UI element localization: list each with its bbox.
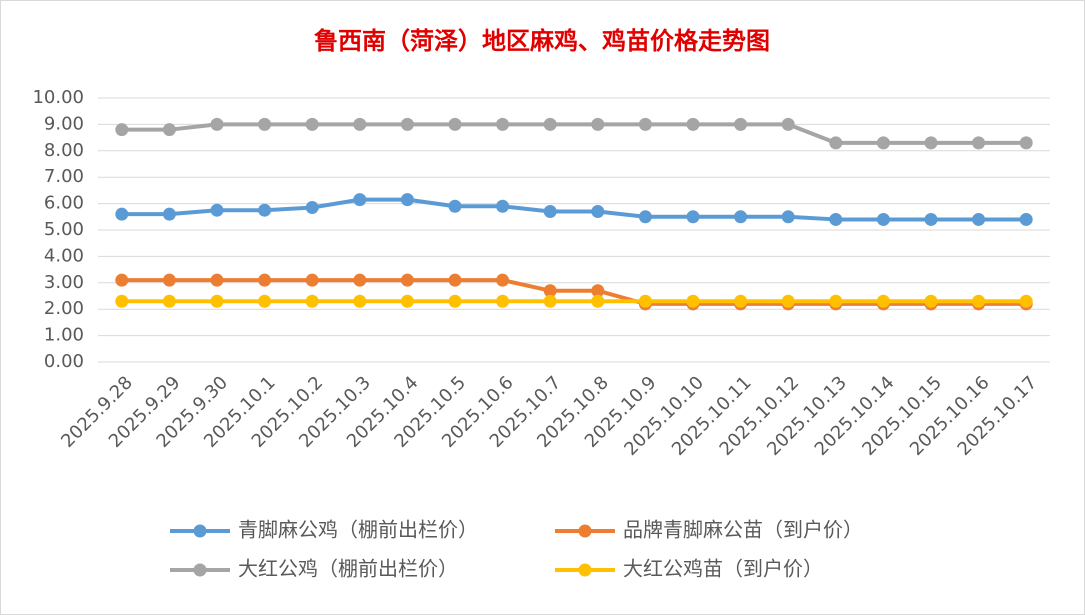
point	[496, 273, 510, 287]
point	[115, 207, 129, 221]
point	[829, 136, 843, 150]
point	[686, 294, 700, 308]
y-tick-label: 3.00	[44, 272, 84, 293]
point	[734, 117, 748, 131]
point	[353, 273, 367, 287]
point	[353, 117, 367, 131]
point	[972, 212, 986, 226]
point	[1019, 212, 1033, 226]
point	[876, 294, 890, 308]
legend-label: 大红公鸡（棚前出栏价）	[238, 557, 458, 581]
point	[162, 207, 176, 221]
point	[686, 117, 700, 131]
point	[734, 210, 748, 224]
point	[353, 193, 367, 207]
point	[591, 284, 605, 298]
point	[448, 199, 462, 213]
point	[305, 273, 319, 287]
point	[924, 294, 938, 308]
y-tick-label: 0.00	[44, 351, 84, 372]
point	[829, 294, 843, 308]
legend-marker	[578, 524, 592, 538]
point	[210, 203, 224, 217]
point	[686, 210, 700, 224]
point	[543, 205, 557, 219]
point	[162, 294, 176, 308]
point	[496, 117, 510, 131]
point	[400, 273, 414, 287]
point	[591, 205, 605, 219]
series-line	[121, 197, 1027, 222]
point	[924, 136, 938, 150]
point	[972, 136, 986, 150]
point	[496, 199, 510, 213]
point	[1019, 136, 1033, 150]
legend-label: 大红公鸡苗（到户价）	[623, 557, 823, 581]
point	[1019, 294, 1033, 308]
point	[781, 294, 795, 308]
legend-marker	[193, 563, 207, 577]
y-tick-label: 9.00	[44, 113, 84, 134]
point	[353, 294, 367, 308]
point	[448, 294, 462, 308]
point	[591, 294, 605, 308]
point	[115, 273, 129, 287]
point	[876, 212, 890, 226]
point	[305, 201, 319, 215]
point	[305, 117, 319, 131]
point	[543, 117, 557, 131]
point	[543, 284, 557, 298]
y-tick-label: 6.00	[44, 193, 84, 214]
point	[496, 294, 510, 308]
point	[448, 273, 462, 287]
point	[638, 117, 652, 131]
point	[258, 203, 272, 217]
point	[210, 117, 224, 131]
series-line	[121, 122, 1027, 145]
point	[400, 294, 414, 308]
legend-label: 青脚麻公鸡（棚前出栏价）	[238, 518, 478, 542]
y-tick-label: 8.00	[44, 140, 84, 161]
point	[115, 294, 129, 308]
y-tick-label: 7.00	[44, 166, 84, 187]
point	[448, 117, 462, 131]
y-tick-label: 5.00	[44, 219, 84, 240]
y-tick-label: 1.00	[44, 325, 84, 346]
point	[305, 294, 319, 308]
point	[400, 193, 414, 207]
point	[924, 212, 938, 226]
legend-label: 品牌青脚麻公苗（到户价）	[623, 518, 863, 542]
point	[876, 136, 890, 150]
legend-marker	[578, 563, 592, 577]
point	[829, 212, 843, 226]
point	[162, 123, 176, 137]
legend-marker	[193, 524, 207, 538]
point	[115, 123, 129, 137]
point	[781, 117, 795, 131]
point	[781, 210, 795, 224]
series-line	[121, 278, 1027, 306]
y-tick-label: 4.00	[44, 245, 84, 266]
point	[210, 273, 224, 287]
point	[162, 273, 176, 287]
point	[972, 294, 986, 308]
point	[543, 294, 557, 308]
y-tick-label: 10.00	[32, 87, 84, 108]
point	[400, 117, 414, 131]
chart-title: 鲁西南（菏泽）地区麻鸡、鸡苗价格走势图	[314, 27, 770, 55]
point	[638, 210, 652, 224]
point	[210, 294, 224, 308]
y-tick-label: 2.00	[44, 298, 84, 319]
point	[258, 117, 272, 131]
point	[591, 117, 605, 131]
point	[638, 294, 652, 308]
point	[258, 273, 272, 287]
point	[258, 294, 272, 308]
point	[734, 294, 748, 308]
